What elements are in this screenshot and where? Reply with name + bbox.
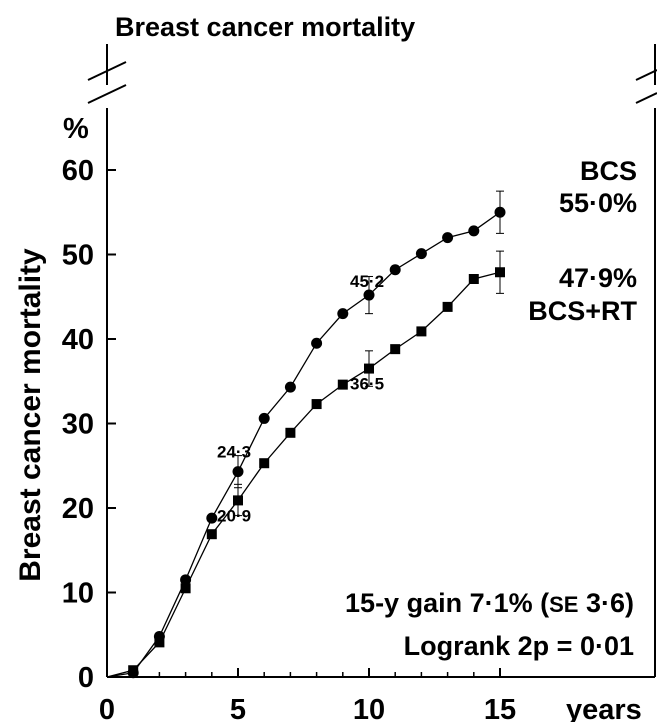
y-axis-label: Breast cancer mortality [14,248,47,582]
x-tick-label: 10 [353,694,385,722]
bcs-series-label: BCS [580,156,637,186]
logrank-annotation: Logrank 2p = 0·01 [404,631,634,661]
chart-title: Breast cancer mortality [115,12,415,42]
bcs-rt-end-value: 47·9% [559,263,637,293]
x-tick-labels: 0 5 10 15 [99,668,516,722]
y-tick-label: 0 [78,662,94,694]
data-point-bcs [232,466,244,478]
gain-main: 15-y gain 7·1% ( [345,588,549,618]
point-label: 36·5 [350,375,384,394]
data-point-bcs [363,289,375,301]
axis-break-mark [635,92,657,104]
data-point-bcs-rt [154,637,165,648]
data-point-bcs [415,248,427,260]
data-point-bcs [284,381,296,393]
series-layer [106,190,506,679]
y-tick-label: 60 [62,155,94,187]
data-point-bcs-rt [468,274,479,285]
data-point-bcs-rt [337,379,348,390]
point-label: 45·2 [350,272,384,291]
data-point-bcs-rt [364,363,374,374]
y-tick-label: 20 [62,493,94,525]
y-tick-labels: 0 10 20 30 40 50 60 [62,155,116,694]
series-line-bcs [106,211,501,678]
data-point-bcs-rt [206,529,217,540]
gain-tail: 3·6) [578,588,634,618]
x-tick-label: 15 [484,694,516,722]
axis-break-mark [87,84,127,104]
data-point-bcs [258,412,270,424]
x-tick-label: 5 [230,694,246,722]
data-labels: 24·3 45·2 20·9 36·5 [217,272,384,525]
point-label: 24·3 [217,443,251,462]
y-axis-unit: % [63,113,89,145]
axis-break-mark [87,61,127,81]
data-point-bcs-rt [128,665,139,676]
data-point-bcs-rt [390,344,401,355]
y-tick-label: 40 [62,324,94,356]
data-point-bcs-rt [259,458,270,469]
data-point-bcs-rt [285,427,296,438]
y-tick-label: 10 [62,578,94,610]
data-point-bcs [337,308,349,320]
axes [87,44,657,678]
data-point-bcs-rt [416,326,427,337]
series-line-bcs-rt [106,271,501,678]
data-point-bcs [494,206,506,218]
data-point-bcs [442,232,454,244]
bcs-rt-series-label: BCS+RT [528,296,637,326]
data-point-bcs-rt [233,495,243,506]
gain-se: SE [549,592,578,617]
data-point-bcs-rt [442,301,453,312]
data-point-bcs [389,264,401,276]
gain-annotation: 15-y gain 7·1% (SE 3·6) [345,588,634,618]
data-point-bcs-rt [311,399,322,410]
y-tick-label: 50 [62,240,94,272]
data-point-bcs-rt [180,583,191,594]
bcs-end-value: 55·0% [559,188,637,218]
x-axis-unit: years [566,694,642,722]
data-point-bcs [206,512,218,524]
axis-break-mark [635,69,657,81]
data-point-bcs [468,225,480,237]
point-label: 20·9 [217,506,251,525]
data-point-bcs-rt [495,267,505,278]
data-point-bcs [311,337,323,349]
series-bcs-rt [106,250,505,678]
x-tick-label: 0 [99,694,115,722]
y-tick-label: 30 [62,409,94,441]
